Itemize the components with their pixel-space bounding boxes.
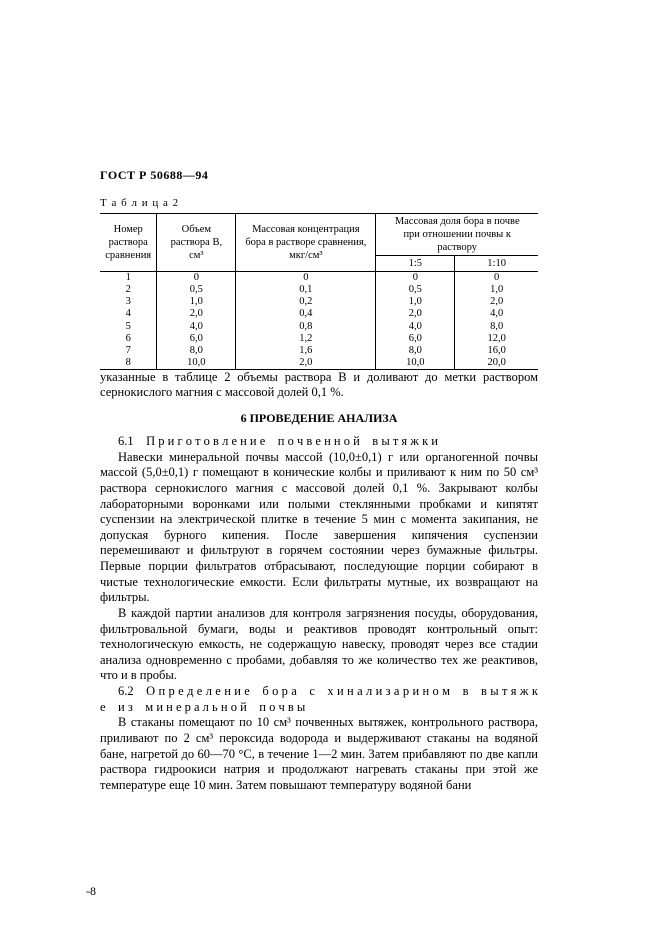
table-caption: Т а б л и ц а 2 [100,197,538,211]
p-6-1-title: 6.1 П р и г о т о в л е н и е п о ч в е … [100,434,538,450]
table-row: 810,02,010,020,0 [100,357,538,370]
table-row: 78,01,68,016,0 [100,345,538,357]
table-row: 54,00,84,08,0 [100,321,538,333]
p-6-2-title: 6.2 О п р е д е л е н и е б о р а с х и … [100,684,538,715]
table-row: 31,00,21,02,0 [100,296,538,308]
col-header-2: Объем раствора В, см³ [157,213,236,272]
after-table-text: указанные в таблице 2 объемы раствора В … [100,370,538,401]
col-header-ratio-1: 1:5 [376,256,455,272]
p-6-1-body: Навески минеральной почвы массой (10,0±0… [100,450,538,606]
page-number: -8 [86,884,96,899]
table-row: 10000 [100,272,538,285]
col-header-1: Номер раствора сравнения [100,213,157,272]
p-6-2-body: В стаканы помещают по 10 см³ почвенных в… [100,715,538,793]
section-heading: 6 ПРОВЕДЕНИЕ АНАЛИЗА [100,411,538,426]
document-code: ГОСТ Р 50688—94 [100,168,538,183]
page-content: ГОСТ Р 50688—94 Т а б л и ц а 2 Номер ра… [100,168,538,793]
table-row: 42,00,42,04,0 [100,308,538,320]
table-row: 66,01,26,012,0 [100,333,538,345]
col-header-3: Массовая концентрация бора в растворе ср… [236,213,376,272]
col-header-4: Массовая доля бора в почве при отношении… [376,213,538,255]
table-body: 10000 20,50,10,51,0 31,00,21,02,0 42,00,… [100,272,538,370]
col-header-ratio-2: 1:10 [455,256,538,272]
p-control: В каждой партии анализов для контроля за… [100,606,538,684]
table-2: Номер раствора сравнения Объем раствора … [100,213,538,370]
table-row: 20,50,10,51,0 [100,284,538,296]
